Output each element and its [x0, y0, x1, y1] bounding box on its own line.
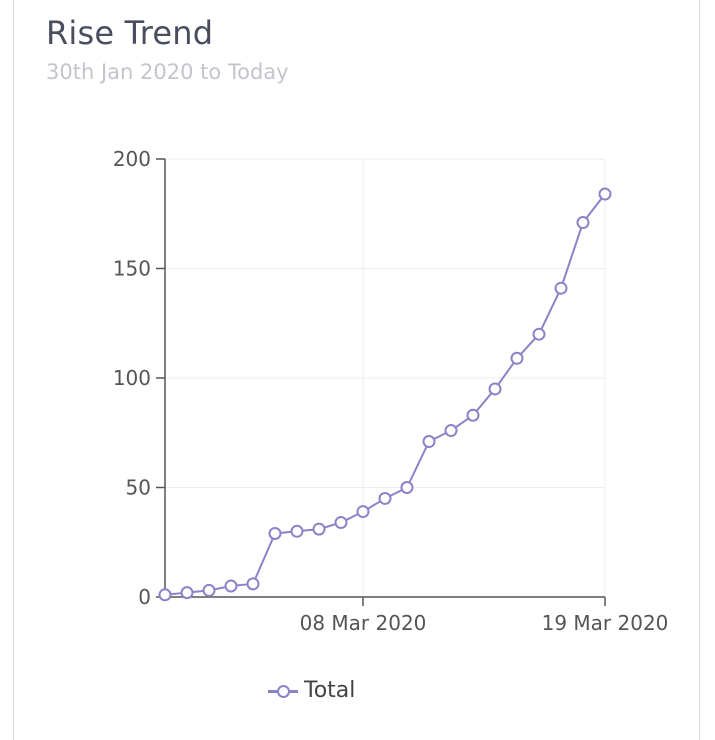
- x-tick-label: 19 Mar 2020: [542, 611, 669, 635]
- legend-label: Total: [304, 678, 356, 703]
- data-point: [444, 424, 458, 438]
- data-point: [532, 327, 546, 341]
- data-point: [466, 408, 480, 422]
- legend-line-marker-icon: [268, 684, 298, 698]
- data-point: [268, 526, 282, 540]
- data-point: [290, 524, 304, 538]
- data-point: [312, 522, 326, 536]
- data-point: [158, 588, 172, 602]
- chart-legend[interactable]: Total: [268, 678, 355, 703]
- data-point: [224, 579, 238, 593]
- y-tick-label: 200: [113, 147, 151, 171]
- data-point: [576, 216, 590, 230]
- card-subtitle: 30th Jan 2020 to Today: [46, 60, 289, 84]
- series-line-total: [164, 193, 606, 596]
- y-tick-label: 0: [138, 585, 151, 609]
- card-title: Rise Trend: [46, 14, 214, 52]
- data-point: [554, 281, 568, 295]
- data-point: [400, 481, 414, 494]
- data-point: [180, 586, 194, 600]
- data-point: [422, 435, 436, 449]
- data-point: [488, 382, 502, 396]
- y-tick-label: 150: [113, 257, 151, 281]
- data-point: [378, 491, 392, 505]
- data-point: [510, 351, 524, 365]
- data-point: [598, 187, 612, 201]
- data-point: [246, 577, 260, 591]
- data-point: [334, 516, 348, 530]
- chart-card: [13, 0, 700, 740]
- y-tick-label: 100: [113, 366, 151, 390]
- data-point: [356, 505, 370, 519]
- y-tick-label: 50: [126, 476, 151, 500]
- data-point: [202, 583, 216, 597]
- x-tick-label: 08 Mar 2020: [300, 611, 427, 635]
